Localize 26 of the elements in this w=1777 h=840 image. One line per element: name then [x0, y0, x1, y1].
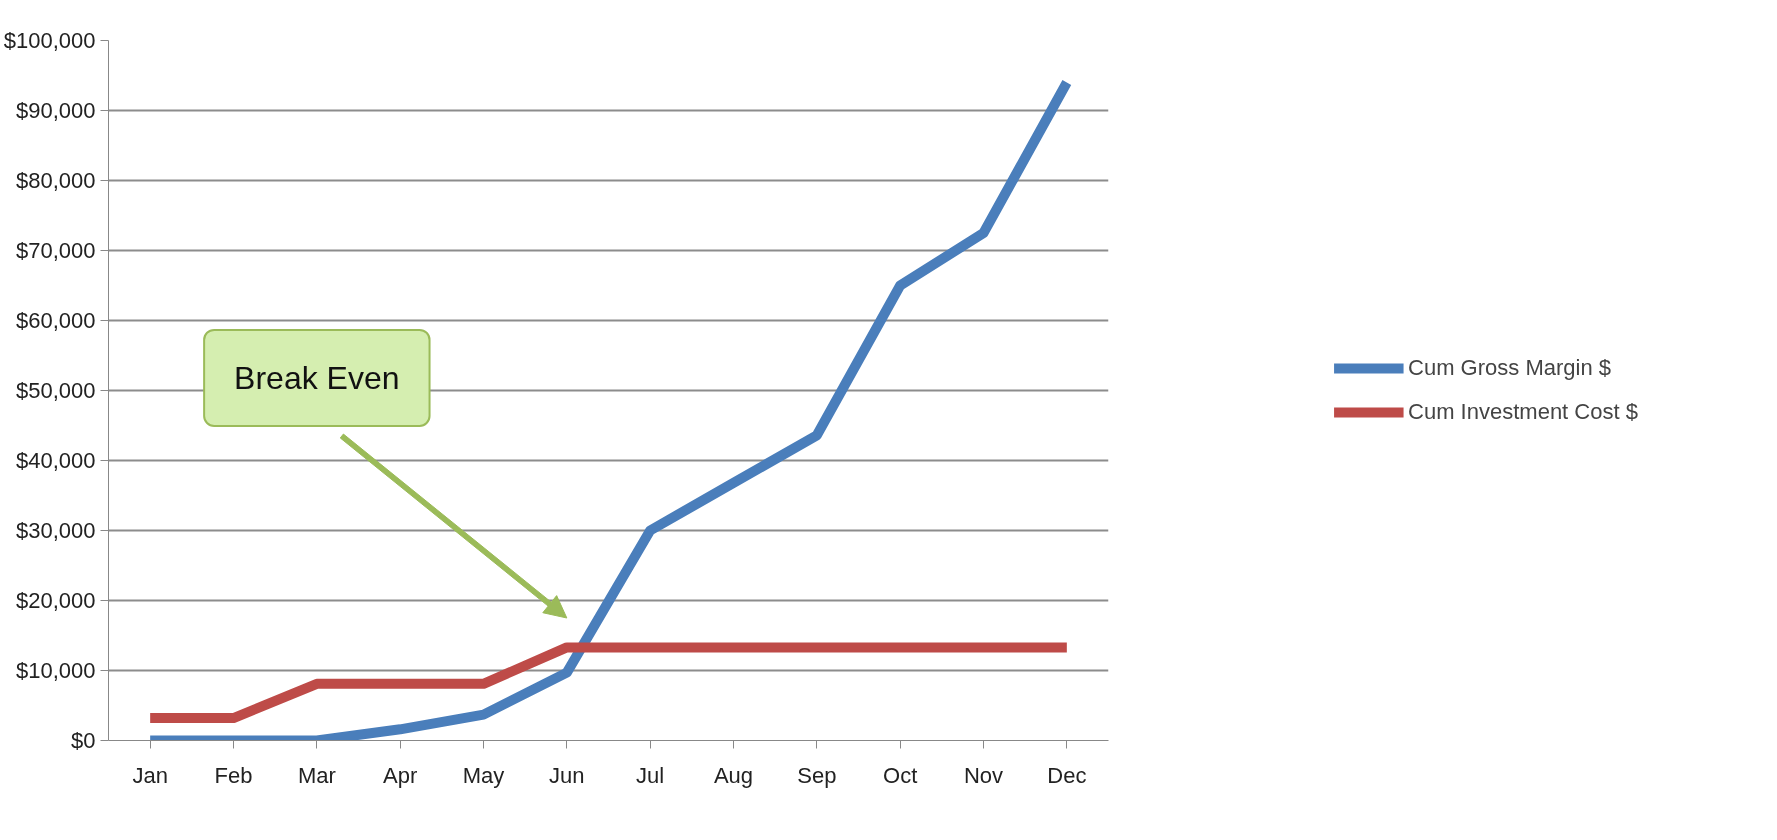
- x-tick-label: May: [462, 762, 505, 788]
- legend-label: Cum Investment Cost $: [1408, 399, 1638, 425]
- x-tick-label: Jun: [549, 762, 585, 788]
- x-tick-label: Oct: [883, 762, 918, 788]
- x-tick-label: Jan: [132, 762, 168, 788]
- y-tick-label: $20,000: [15, 588, 96, 613]
- y-tick-label: $60,000: [15, 308, 96, 333]
- x-tick-label: Dec: [1047, 762, 1087, 788]
- x-tick-label: Aug: [713, 762, 754, 788]
- y-tick-label: $40,000: [15, 448, 96, 473]
- y-tick-label: $50,000: [15, 378, 96, 403]
- x-tick-label: Mar: [297, 762, 336, 788]
- x-tick-label: Jul: [636, 762, 665, 788]
- x-tick-label: Sep: [797, 762, 837, 788]
- y-tick-label: $30,000: [15, 518, 96, 543]
- y-tick-label: $90,000: [15, 98, 96, 123]
- y-tick-label: $100,000: [3, 28, 96, 53]
- x-tick-label: Feb: [214, 762, 253, 788]
- y-tick-label: $70,000: [15, 238, 96, 263]
- y-tick-label: $0: [71, 728, 96, 753]
- y-tick-label: $80,000: [15, 168, 96, 193]
- y-tick-label: $10,000: [15, 658, 96, 683]
- legend-label: Cum Gross Margin $: [1408, 355, 1612, 381]
- x-tick-label: Nov: [963, 762, 1004, 788]
- x-tick-label: Apr: [383, 762, 418, 788]
- annotation: Break Even: [234, 359, 400, 396]
